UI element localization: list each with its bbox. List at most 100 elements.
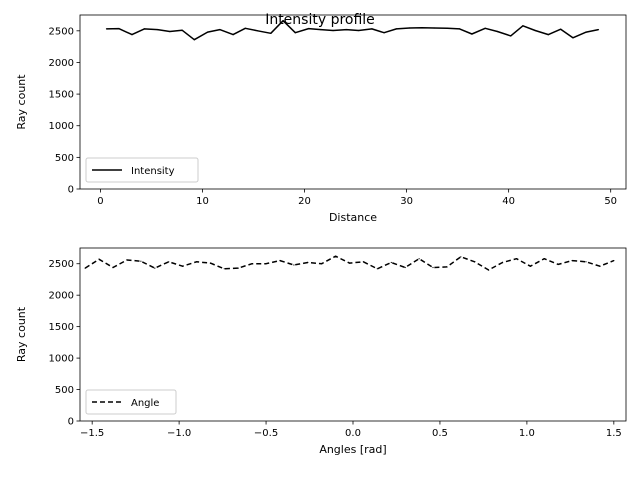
- intensity-data-point: [270, 32, 272, 34]
- intensity-data-point: [446, 27, 448, 29]
- figure-title: Intensity profile: [265, 12, 375, 28]
- intensity-y-ticks: 0 500 1000 1500 2000 2500: [49, 26, 80, 196]
- angle-data-point: [362, 261, 364, 263]
- intensity-data-point: [496, 30, 498, 33]
- intensity-series: [105, 19, 600, 41]
- intensity-legend-box: [85, 157, 199, 183]
- angle-legend-label: Angle: [131, 398, 159, 409]
- angle-legend: Angle: [85, 389, 177, 415]
- angle-data-point: [154, 267, 156, 269]
- angle-data-point: [182, 265, 184, 267]
- angle-data-point: [251, 263, 253, 265]
- angle-data-point: [168, 261, 170, 263]
- intensity-x-tick-label: 40: [502, 196, 515, 207]
- angle-legend-box: [85, 389, 177, 415]
- intensity-data-point: [244, 27, 246, 29]
- angle-data-point: [307, 261, 309, 264]
- intensity-data-point: [371, 28, 373, 30]
- angle-x-tick-label: 0.5: [432, 428, 448, 439]
- angle-y-tick-label: 1500: [49, 322, 74, 333]
- intensity-data-point: [169, 30, 171, 33]
- intensity-y-tick-label: 1500: [49, 90, 74, 101]
- angle-data-point: [460, 256, 462, 258]
- intensity-x-tick-label: 20: [298, 196, 311, 207]
- angle-data-point: [432, 266, 434, 269]
- intensity-data-point: [105, 28, 108, 30]
- angle-data-point: [112, 266, 114, 269]
- angle-data-point: [529, 265, 532, 267]
- angle-x-axis-label: Angles [rad]: [319, 443, 386, 456]
- angle-data-point: [404, 266, 406, 269]
- intensity-y-tick-label: 2000: [49, 58, 74, 69]
- angle-data-point: [98, 258, 100, 260]
- intensity-data-point: [181, 29, 183, 31]
- angle-series: [84, 255, 615, 271]
- angle-data-point: [279, 260, 281, 262]
- angle-y-tick-label: 2000: [49, 291, 74, 302]
- intensity-data-point: [534, 29, 536, 32]
- intensity-data-point: [585, 31, 587, 33]
- intensity-data-point: [597, 29, 600, 31]
- angle-data-point: [557, 263, 559, 265]
- intensity-data-point: [157, 29, 159, 31]
- angle-data-point: [265, 263, 267, 265]
- angle-data-point: [237, 267, 239, 269]
- angle-x-tick-label: 1.5: [606, 428, 622, 439]
- intensity-data-point: [207, 31, 209, 33]
- intensity-data-point: [459, 28, 461, 30]
- intensity-x-tick-label: 0: [97, 196, 103, 207]
- angle-data-point: [223, 268, 225, 270]
- intensity-data-point: [560, 28, 562, 30]
- intensity-data-point: [294, 32, 296, 34]
- intensity-data-point: [118, 28, 120, 30]
- angle-data-point: [390, 261, 392, 264]
- intensity-axes-frame: [79, 14, 627, 190]
- angle-data-point: [543, 258, 545, 260]
- intensity-data-point: [383, 32, 385, 34]
- angle-y-tick-label: 2500: [49, 259, 74, 270]
- intensity-data-point: [395, 28, 397, 30]
- angle-y-tick-label: 0: [68, 417, 74, 428]
- angle-y-ticks: 0 500 1000 1500 2000 2500: [49, 259, 80, 428]
- intensity-data-point: [547, 34, 550, 36]
- angle-data-point: [599, 265, 601, 267]
- intensity-data-point: [219, 29, 221, 31]
- intensity-data-point: [232, 34, 234, 36]
- angle-x-tick-label: −1.0: [167, 428, 191, 439]
- intensity-data-point: [409, 27, 411, 29]
- angle-data-point: [515, 258, 518, 260]
- intensity-data-point: [332, 29, 334, 32]
- angle-x-tick-label: 0.0: [345, 428, 361, 439]
- angle-data-point: [335, 255, 337, 257]
- intensity-data-point: [522, 25, 524, 27]
- angle-data-point: [571, 260, 573, 262]
- angle-y-axis-label: Ray count: [15, 306, 28, 362]
- angle-data-point: [585, 261, 587, 263]
- angle-data-point: [348, 262, 351, 264]
- angle-data-point: [195, 261, 198, 263]
- intensity-data-point: [143, 28, 145, 30]
- intensity-data-point: [358, 29, 360, 32]
- intensity-x-tick-label: 30: [400, 196, 413, 207]
- angle-axes: 0 500 1000 1500 2000 2500 −1.5 −1.0 −0.5 0.0 0.5 1…: [15, 247, 627, 456]
- intensity-data-point: [484, 27, 486, 29]
- intensity-data-point: [345, 29, 347, 31]
- intensity-data-point: [193, 39, 195, 41]
- intensity-x-tick-label: 50: [604, 196, 617, 207]
- intensity-x-tick-label: 10: [196, 196, 209, 207]
- angle-x-tick-label: 1.0: [519, 428, 535, 439]
- angle-x-ticks: −1.5 −1.0 −0.5 0.0 0.5 1.0 1.5: [80, 421, 622, 439]
- intensity-data-point: [282, 20, 284, 22]
- intensity-x-axis-label: Distance: [329, 211, 377, 224]
- intensity-data-point: [510, 35, 512, 37]
- angle-data-point: [418, 258, 420, 260]
- angle-data-point: [126, 259, 128, 261]
- angle-data-point: [376, 268, 378, 270]
- intensity-data-point: [308, 28, 310, 30]
- angle-data-point: [84, 267, 86, 269]
- angle-data-point: [321, 263, 323, 265]
- angle-data-point: [446, 266, 448, 268]
- intensity-y-tick-label: 1000: [49, 121, 74, 132]
- intensity-data-point: [471, 33, 473, 35]
